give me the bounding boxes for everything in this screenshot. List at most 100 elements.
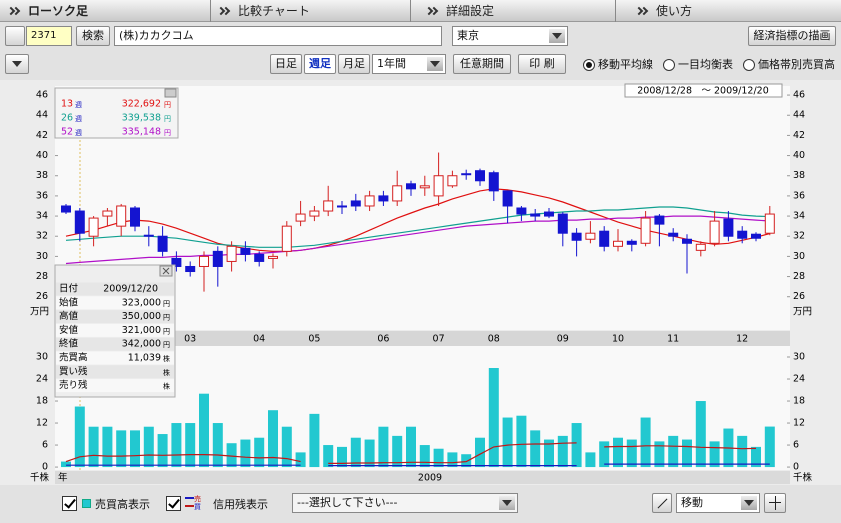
candle-body [447, 175, 458, 187]
candle-body [668, 232, 679, 237]
legend-minimize[interactable] [164, 88, 177, 98]
candle-body [143, 234, 154, 237]
y-tick-label: 6 [793, 440, 799, 451]
line-tool[interactable] [652, 493, 672, 513]
candle-body [419, 185, 430, 189]
market-select[interactable]: 東京 [452, 26, 568, 46]
y-tick-label: 30 [793, 251, 805, 262]
menu-dropdown[interactable] [5, 54, 29, 74]
volume-unit-left: 千株 [30, 472, 50, 484]
range-select[interactable]: 1年間 [372, 54, 446, 74]
tab[interactable]: 詳細設定 [446, 4, 495, 18]
volume-bar [337, 446, 347, 468]
volume-bar [199, 393, 209, 468]
tool: 移動 [681, 496, 703, 509]
search-button[interactable]: 検索 [76, 26, 110, 46]
candle-body [695, 243, 706, 251]
volume-bar [654, 441, 665, 468]
year-band [55, 471, 790, 484]
info-label: 始値 [59, 296, 79, 308]
credit-icon-buy: 買 [194, 503, 201, 511]
volume-bar [530, 430, 541, 468]
y-tick-label: 24 [793, 374, 805, 385]
custom-period-button[interactable]: 任意期間 [453, 54, 511, 74]
volume-bar [309, 413, 320, 468]
y-tick-label: 24 [36, 374, 48, 385]
candle-body [392, 185, 403, 202]
tool-select[interactable]: 移動 [676, 493, 760, 513]
volume-bar [599, 441, 610, 468]
volume-checkbox[interactable] [62, 496, 77, 511]
volume-bar [695, 401, 706, 468]
info-unit: 円 [163, 300, 170, 308]
x-tick-label: 11 [667, 334, 679, 345]
info-label: 買い残 [59, 365, 88, 377]
tab[interactable]: ローソク足 [28, 4, 89, 18]
y-tick-label: 46 [793, 90, 805, 101]
credit-checkbox[interactable] [166, 496, 181, 511]
company-field: (株)カカクコム [114, 26, 442, 46]
y-tick-label: 38 [36, 170, 48, 181]
volume-bar [613, 437, 623, 468]
interval-button[interactable]: 日足 [270, 54, 302, 74]
search-icon[interactable] [5, 26, 25, 46]
volume-bar [240, 439, 251, 468]
info-unit: 円 [163, 341, 170, 349]
interval-button[interactable]: 週足 [304, 54, 336, 74]
volume-bar [281, 426, 292, 468]
legend-unit: 円 [164, 101, 171, 109]
overlay-radio[interactable]: 移動平均線 [582, 57, 653, 73]
candle-body [157, 235, 168, 252]
candle-body [488, 172, 499, 192]
candle-body [613, 240, 623, 247]
indicator-select[interactable]: ---選択して下さい--- [292, 493, 518, 513]
indicator-placeholder: ---選択して下さい--- [297, 496, 398, 509]
candle-body [130, 207, 140, 227]
tab[interactable]: 比較チャート [238, 4, 310, 18]
candle-body [212, 250, 223, 267]
volume-bar [171, 423, 182, 468]
legend-name: 52 [61, 127, 73, 138]
y-tick-label: 26 [793, 291, 805, 302]
info-close-x [162, 267, 170, 275]
range: 1年間 [377, 57, 406, 70]
info-label: 売買高 [59, 352, 88, 364]
y-tick-label: 38 [793, 170, 805, 181]
volume-bar [668, 435, 679, 468]
volume-bar [544, 439, 554, 468]
volume-icon [82, 499, 91, 508]
moving-average [65, 206, 770, 248]
volume-bar [764, 426, 775, 468]
info-unit: 円 [163, 327, 170, 335]
candle-body [544, 211, 554, 217]
tab[interactable]: 使い方 [656, 4, 693, 18]
y-tick-label: 40 [36, 150, 48, 161]
info-label: 安値 [59, 324, 79, 336]
y-tick-label: 28 [793, 271, 805, 282]
print-button[interactable]: 印 刷 [518, 54, 566, 74]
volume-bar [254, 437, 265, 468]
candle-body [309, 210, 320, 217]
candle-body [640, 217, 651, 244]
volume-bar [157, 434, 168, 468]
code-input[interactable]: 2371 [26, 26, 72, 46]
candle-body [475, 170, 485, 182]
x-tick-label: 08 [488, 334, 500, 345]
zoom-button[interactable] [764, 493, 786, 513]
y-tick-label: 40 [793, 150, 805, 161]
legend-unit: 円 [164, 129, 171, 137]
candle-body [682, 238, 692, 244]
interval-button[interactable]: 月足 [338, 54, 370, 74]
volume-bar [682, 439, 692, 468]
candle-body [254, 253, 265, 262]
candle-body [74, 210, 85, 234]
overlay-radio[interactable]: 価格帯別売買高 [742, 57, 835, 73]
plot: 26 26 28 28 30 30 32 32 34 34 36 36 38 38 40 40 42 42 44 44… [36, 90, 805, 473]
overlay-radio[interactable]: 一目均衡表 [662, 57, 733, 73]
volume-bar [74, 406, 85, 468]
economic-button[interactable]: 経済指標の描画 [748, 26, 836, 46]
candle-body [709, 220, 720, 244]
legend-period: 週 [75, 100, 82, 109]
volume-bar [143, 426, 154, 468]
